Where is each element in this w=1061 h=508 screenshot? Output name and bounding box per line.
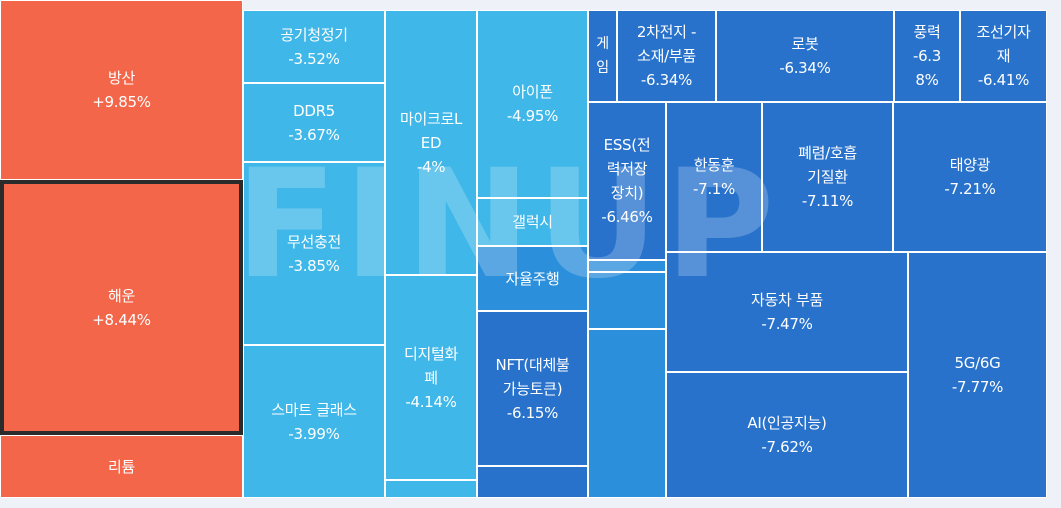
cell-label: 디지털화 폐: [403, 344, 458, 387]
treemap-cell[interactable]: 로봇 -6.34%: [716, 10, 894, 102]
cell-label: 공기청정기: [280, 25, 348, 44]
treemap-cell[interactable]: NFT(대체불 가능토큰) -6.15%: [477, 311, 588, 466]
cell-label: 로봇: [791, 35, 819, 53]
cell-label: NFT(대체불 가능토큰): [495, 355, 570, 398]
cell-change: -6.46%: [601, 208, 653, 226]
cell-change: -4.14%: [405, 392, 457, 411]
treemap-cell[interactable]: 갤럭시: [477, 198, 588, 246]
cell-label: 자율주행: [505, 269, 560, 288]
cell-change: -6.34%: [779, 59, 831, 77]
treemap-cell[interactable]: 태양광 -7.21%: [893, 102, 1047, 252]
cell-change: -6.15%: [506, 403, 559, 422]
treemap-cell[interactable]: [385, 480, 477, 498]
treemap-cell[interactable]: 아이폰 -4.95%: [477, 10, 588, 198]
cell-label: AI(인공지능): [747, 414, 827, 432]
cell-change: -7.11%: [801, 192, 854, 210]
treemap-cell[interactable]: 게 임: [588, 10, 617, 102]
cell-change: -3.99%: [288, 424, 340, 443]
cell-label: 한동훈: [693, 156, 735, 174]
cell-change: +8.44%: [92, 310, 151, 329]
treemap-cell[interactable]: AI(인공지능) -7.62%: [666, 372, 908, 498]
cell-label: 2차전지 - 소재/부품: [636, 23, 697, 65]
treemap-cell[interactable]: 무선충전 -3.85%: [243, 162, 385, 345]
cell-label: 마이크로L ED: [399, 109, 463, 152]
treemap-cell[interactable]: DDR5 -3.67%: [243, 83, 385, 162]
treemap-cell[interactable]: [588, 272, 666, 329]
cell-label: DDR5: [293, 101, 335, 120]
cell-change: -4.95%: [506, 107, 559, 125]
cell-label: 아이폰: [512, 83, 553, 101]
cell-change: -7.77%: [951, 378, 1004, 396]
treemap-cell[interactable]: 폐렴/호흡 기질환 -7.11%: [762, 102, 893, 252]
treemap-cell[interactable]: 5G/6G -7.77%: [908, 252, 1047, 498]
treemap-cell[interactable]: [477, 466, 588, 498]
cell-change: -7.62%: [761, 438, 813, 456]
treemap-cell[interactable]: 자동차 부품 -7.47%: [666, 252, 908, 372]
cell-label: 무선충전: [286, 232, 341, 251]
cell-change: -4%: [416, 157, 446, 176]
cell-change: -7.21%: [944, 180, 996, 198]
treemap-cell[interactable]: 마이크로L ED -4%: [385, 10, 477, 275]
cell-change: -3.85%: [288, 256, 340, 275]
treemap-cell[interactable]: 리튬: [0, 435, 243, 498]
cell-label: 5G/6G: [954, 354, 1001, 372]
cell-label: 폐렴/호흡 기질환: [798, 144, 857, 186]
treemap-cell[interactable]: 한동훈 -7.1%: [666, 102, 762, 252]
treemap-cell[interactable]: 디지털화 폐 -4.14%: [385, 275, 477, 480]
treemap-cell[interactable]: ESS(전 력저장 장치) -6.46%: [588, 102, 666, 260]
cell-change: -6.34%: [640, 71, 693, 89]
treemap-cell[interactable]: 조선기자 재 -6.41%: [960, 10, 1047, 102]
cell-label: 풍력 -6.3 8%: [912, 23, 942, 89]
treemap-cell[interactable]: 해운 +8.44%: [0, 180, 243, 435]
cell-label: 조선기자 재: [976, 23, 1031, 65]
cell-label: 갤럭시: [512, 213, 553, 231]
cell-label: 스마트 글래스: [271, 400, 357, 419]
cell-label: 자동차 부품: [751, 291, 823, 309]
cell-change: -3.67%: [288, 125, 340, 144]
cell-label: 방산: [107, 69, 135, 87]
cell-label: 해운: [107, 286, 135, 305]
treemap-cell[interactable]: 방산 +9.85%: [0, 0, 243, 180]
treemap-cell[interactable]: 자율주행: [477, 246, 588, 311]
cell-change: -6.41%: [977, 71, 1030, 89]
treemap-cell[interactable]: 스마트 글래스 -3.99%: [243, 345, 385, 498]
treemap-cell[interactable]: [588, 329, 666, 498]
cell-change: +9.85%: [92, 93, 151, 111]
treemap-cell[interactable]: 공기청정기 -3.52%: [243, 10, 385, 83]
treemap-cell[interactable]: 2차전지 - 소재/부품 -6.34%: [617, 10, 716, 102]
cell-change: -7.47%: [761, 315, 813, 333]
cell-label: ESS(전 력저장 장치): [603, 136, 651, 202]
treemap-cell[interactable]: 풍력 -6.3 8%: [894, 10, 960, 102]
treemap-cell[interactable]: [588, 260, 666, 272]
cell-label: 태양광: [949, 156, 991, 174]
cell-change: -3.52%: [288, 49, 340, 68]
cell-label: 게 임: [596, 36, 609, 76]
cell-change: -7.1%: [692, 180, 736, 198]
cell-label: 리튬: [107, 457, 135, 476]
